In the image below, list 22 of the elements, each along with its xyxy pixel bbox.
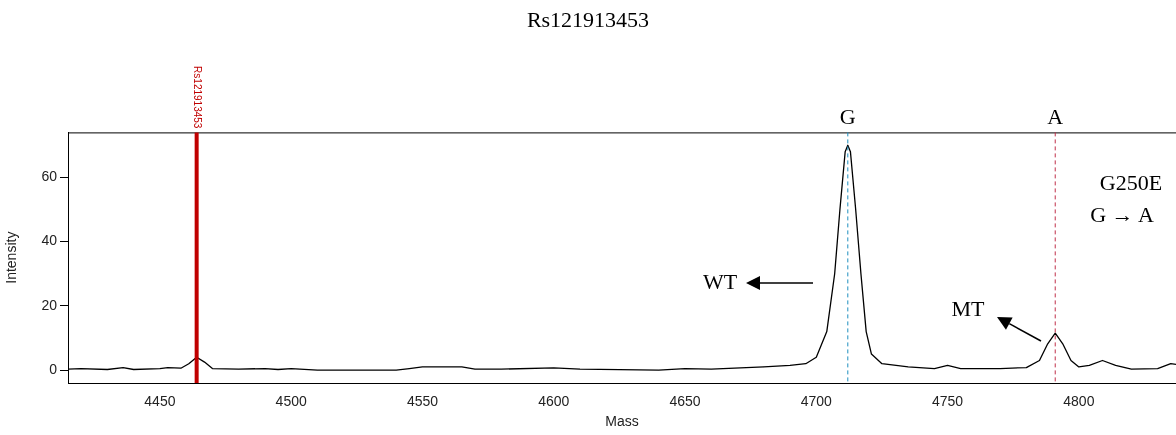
annotation: G250E (1099, 169, 1163, 195)
x-tick-label: 4450 (144, 393, 176, 410)
x-tick-label: 4800 (1063, 393, 1095, 410)
x-axis-title: Mass (605, 413, 639, 430)
annotation: WT (702, 268, 738, 294)
annotation: MT (951, 295, 986, 321)
chart-title: Rs121913453 (526, 6, 650, 32)
y-tick-label: 0 (49, 361, 58, 378)
ref-line-label: G (839, 104, 856, 130)
y-tick-label: 20 (41, 296, 58, 313)
x-tick-label: 4650 (669, 393, 701, 410)
annotation: G → A (1090, 201, 1154, 227)
x-tick-label: 4600 (538, 393, 570, 410)
y-tick-label: 40 (41, 232, 58, 249)
x-tick-label: 4700 (800, 393, 833, 410)
x-tick-label: 4550 (406, 393, 439, 410)
x-tick-label: 4500 (275, 393, 307, 410)
ref-line-label: Rs121913453 (191, 66, 203, 129)
y-tick-label: 60 (41, 168, 58, 185)
y-axis-title: Intensity (3, 231, 20, 284)
ref-line-label: A (1047, 104, 1064, 130)
x-tick-label: 4750 (932, 393, 964, 410)
